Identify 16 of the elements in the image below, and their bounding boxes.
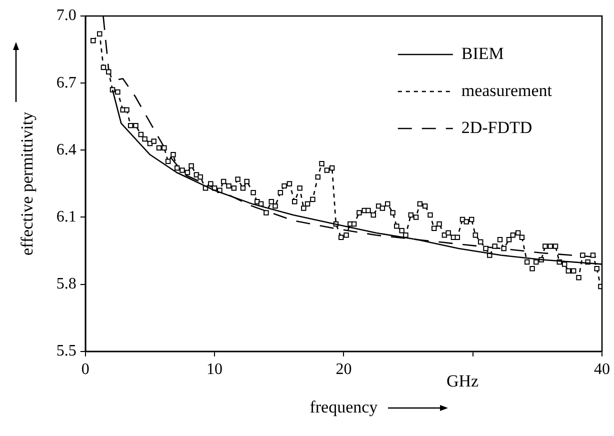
y-axis-title: effective permittivity: [18, 111, 37, 256]
x-axis-title: frequency: [310, 397, 378, 416]
y-tick-label: 7.0: [56, 7, 76, 24]
y-tick-label: 5.5: [56, 342, 76, 360]
text: GHz: [446, 371, 480, 390]
x-tick-label: 40: [594, 361, 610, 378]
legend-label: measurement: [461, 80, 552, 100]
y-tick-label: 6.4: [56, 141, 76, 158]
legend-label: BIEM: [461, 44, 504, 63]
y-tick-label: 6.1: [56, 208, 76, 226]
x-tick-label: 10: [206, 361, 223, 378]
x-tick-label: 20: [336, 361, 352, 378]
x-tick-label: 0: [81, 361, 90, 378]
legend-label: 2D-FDTD: [461, 118, 532, 137]
y-tick-label: 5.8: [56, 276, 76, 293]
y-tick-label: 6.7: [56, 74, 76, 92]
